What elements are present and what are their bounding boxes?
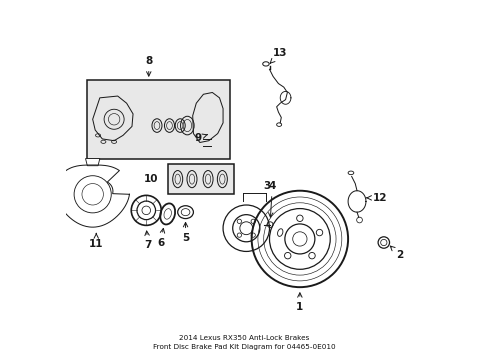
Text: 12: 12 [366, 193, 386, 203]
FancyBboxPatch shape [167, 164, 233, 194]
Text: 5: 5 [182, 222, 189, 243]
Text: 6: 6 [157, 229, 164, 248]
Text: 3: 3 [263, 181, 270, 191]
Text: 4: 4 [268, 181, 276, 217]
Text: 9: 9 [194, 133, 207, 143]
Text: 8: 8 [145, 56, 152, 76]
Text: 13: 13 [269, 48, 287, 63]
Text: 2: 2 [389, 246, 403, 260]
FancyBboxPatch shape [87, 80, 230, 158]
Text: 7: 7 [144, 231, 151, 250]
Text: 10: 10 [144, 174, 159, 184]
Text: 2014 Lexus RX350 Anti-Lock Brakes
Front Disc Brake Pad Kit Diagram for 04465-0E0: 2014 Lexus RX350 Anti-Lock Brakes Front … [153, 335, 335, 350]
Text: 1: 1 [296, 293, 303, 312]
Text: 11: 11 [89, 234, 103, 249]
Polygon shape [85, 158, 100, 166]
